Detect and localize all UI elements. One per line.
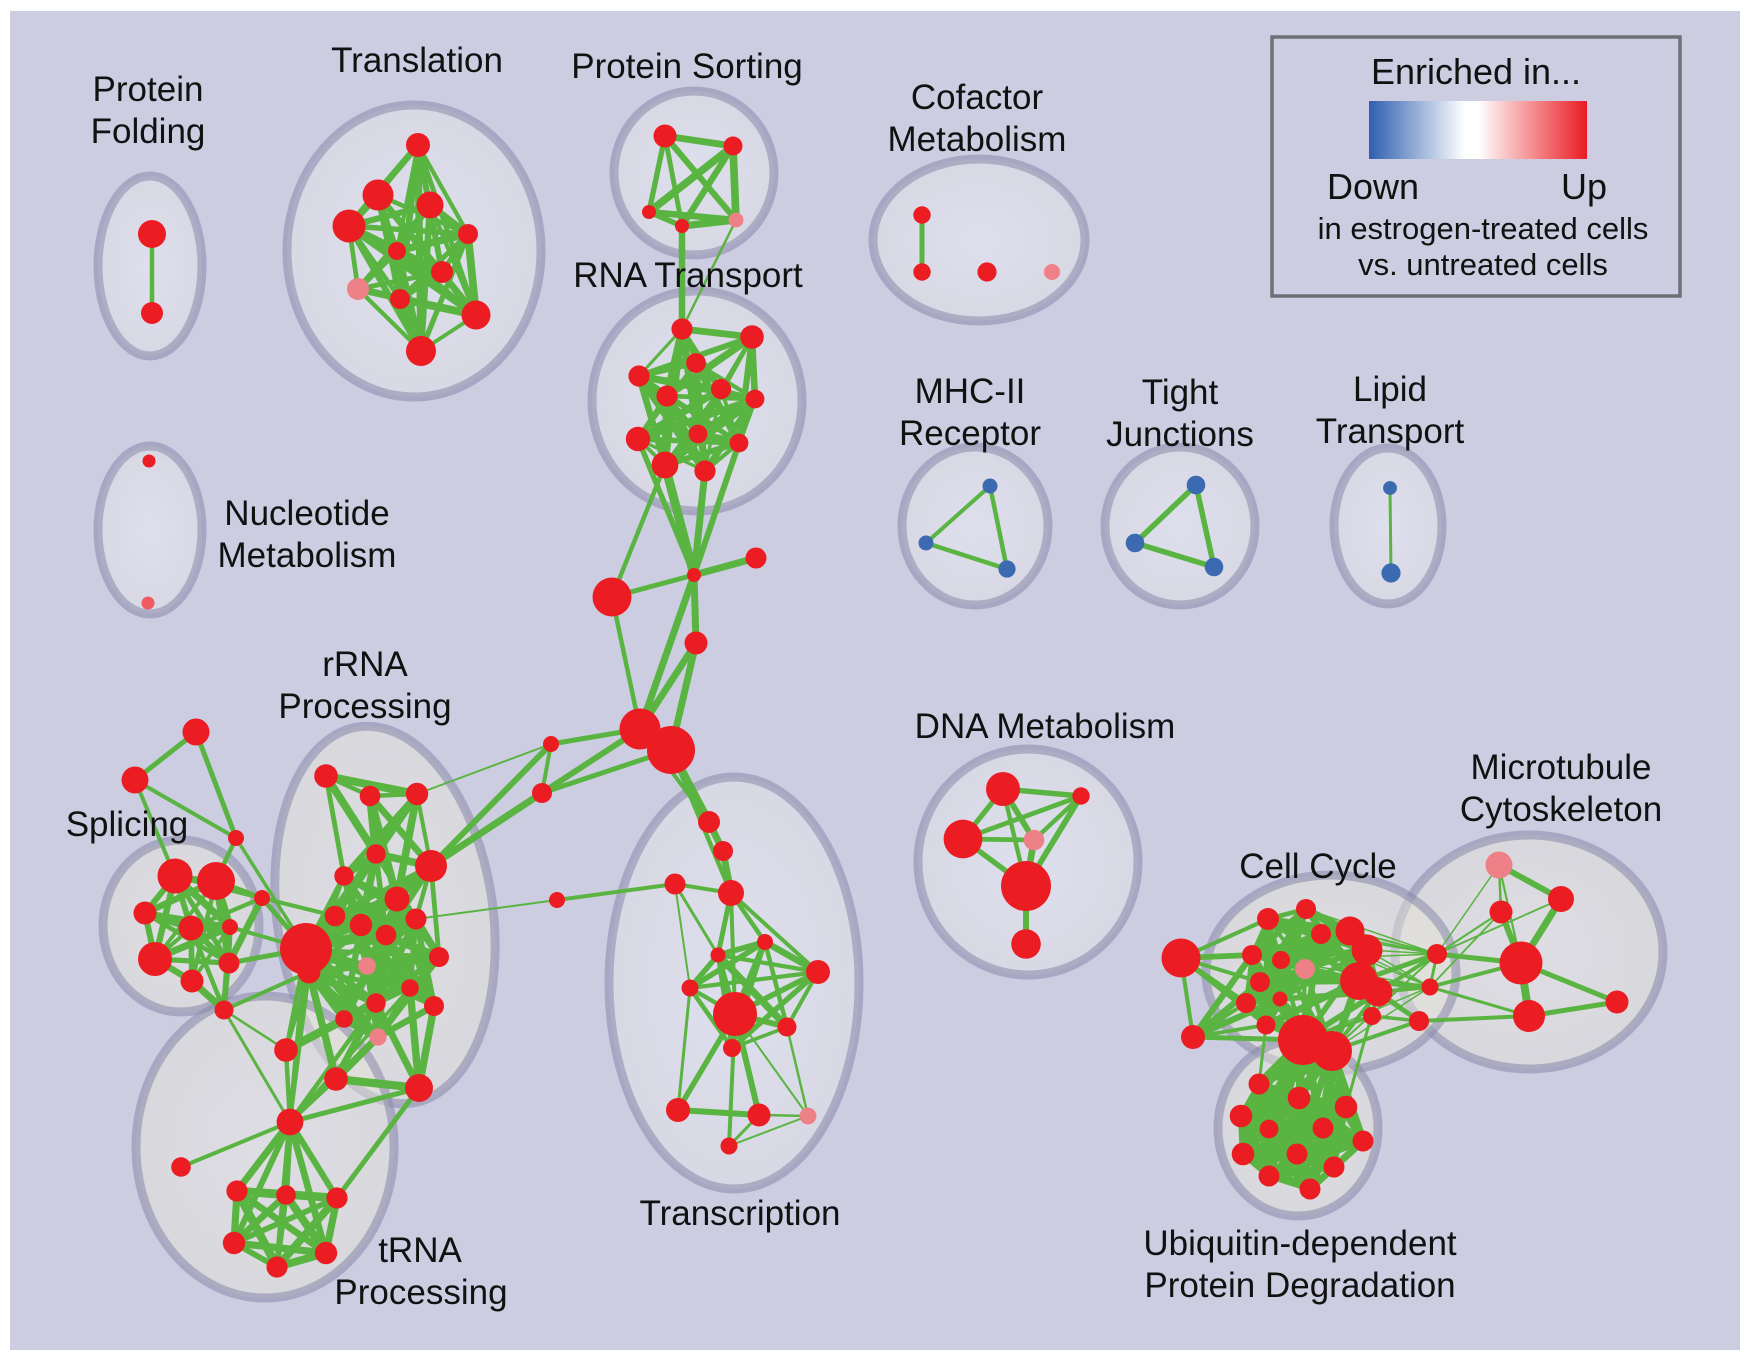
svg-text:Metabolism: Metabolism	[218, 536, 397, 575]
svg-text:Enriched in...: Enriched in...	[1371, 51, 1581, 92]
svg-text:Transcription: Transcription	[640, 1194, 841, 1233]
svg-text:Nucleotide: Nucleotide	[224, 494, 389, 533]
svg-text:Ubiquitin-dependent: Ubiquitin-dependent	[1143, 1224, 1457, 1263]
svg-text:in estrogen-treated cells: in estrogen-treated cells	[1318, 211, 1649, 246]
svg-text:Cell Cycle: Cell Cycle	[1239, 847, 1397, 886]
svg-text:Transport: Transport	[1316, 412, 1465, 451]
svg-text:Processing: Processing	[334, 1273, 507, 1312]
svg-text:MHC-II: MHC-II	[915, 372, 1026, 411]
svg-text:Translation: Translation	[331, 41, 503, 80]
svg-text:Metabolism: Metabolism	[888, 120, 1067, 159]
svg-text:Processing: Processing	[278, 687, 451, 726]
svg-text:DNA Metabolism: DNA Metabolism	[915, 707, 1176, 746]
svg-text:Receptor: Receptor	[899, 414, 1041, 453]
svg-text:Splicing: Splicing	[66, 805, 189, 844]
svg-text:Cofactor: Cofactor	[911, 78, 1044, 117]
svg-text:Protein Degradation: Protein Degradation	[1144, 1266, 1455, 1305]
svg-text:tRNA: tRNA	[378, 1231, 462, 1270]
svg-text:Lipid: Lipid	[1353, 370, 1427, 409]
svg-text:Folding: Folding	[91, 112, 206, 151]
svg-text:Cytoskeleton: Cytoskeleton	[1460, 790, 1662, 829]
svg-text:Junctions: Junctions	[1106, 415, 1254, 454]
svg-text:Tight: Tight	[1142, 373, 1219, 412]
svg-text:Down: Down	[1327, 166, 1419, 207]
svg-text:Up: Up	[1561, 166, 1607, 207]
svg-text:RNA Transport: RNA Transport	[573, 256, 803, 295]
svg-text:vs. untreated cells: vs. untreated cells	[1358, 247, 1608, 282]
svg-text:rRNA: rRNA	[322, 645, 408, 684]
svg-text:Microtubule: Microtubule	[1471, 748, 1652, 787]
svg-text:Protein Sorting: Protein Sorting	[571, 47, 803, 86]
svg-text:Protein: Protein	[93, 70, 204, 109]
